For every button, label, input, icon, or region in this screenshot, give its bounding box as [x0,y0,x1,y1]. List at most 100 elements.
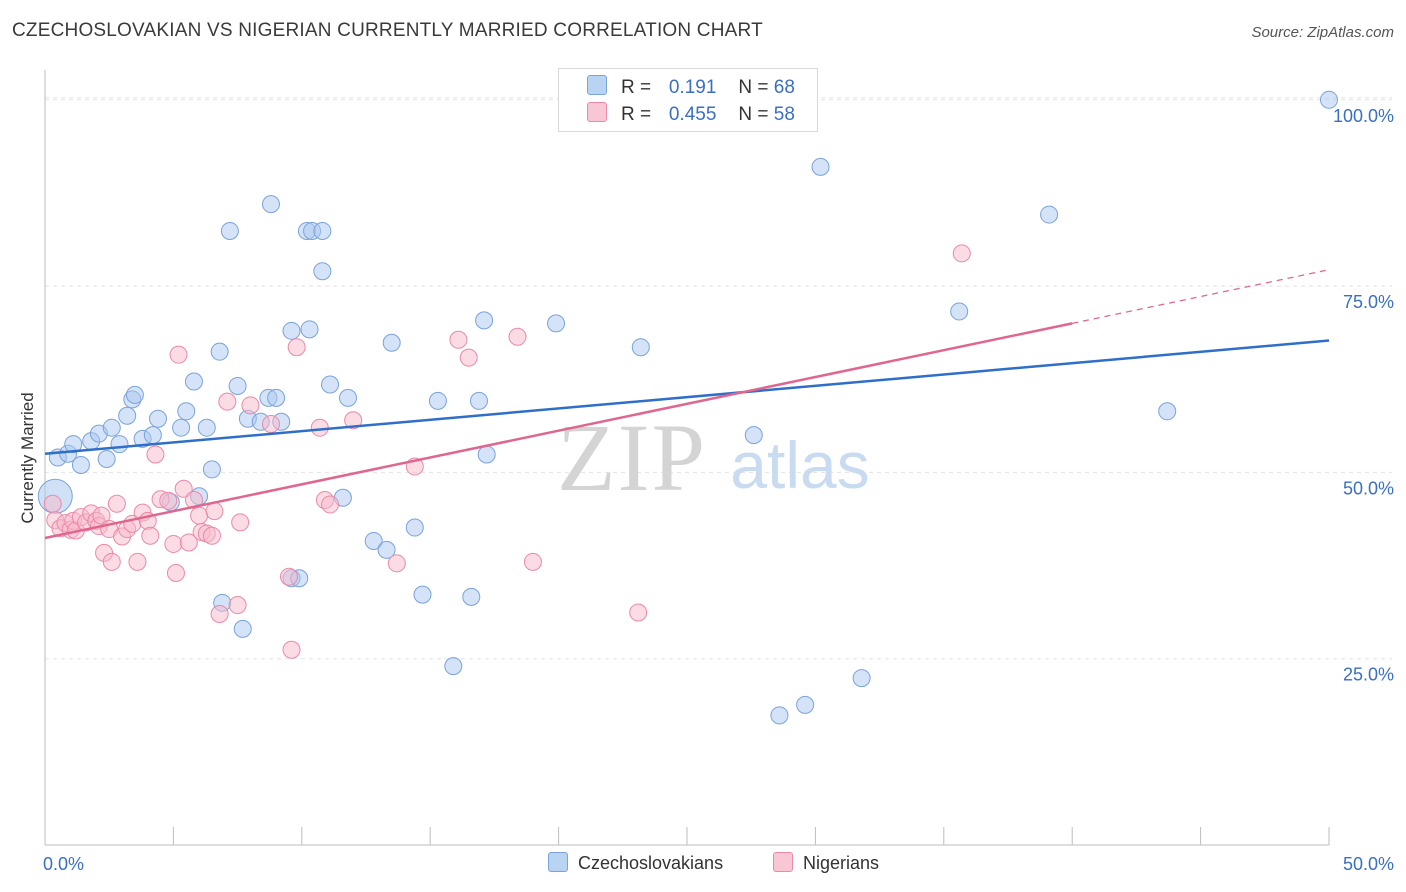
r-value: 0.191 [668,77,717,98]
legend-label: Nigerians [803,853,880,873]
nigerian-point [169,345,188,364]
czechoslovakian-point [405,518,424,537]
stats-legend-row-czechoslovakians: R = 0.191 N = 68 [587,75,795,99]
nigerian-point [508,327,527,346]
czechoslovakian-point [172,418,191,437]
nigerian-point [179,533,198,552]
nigerian-point [43,494,62,513]
nigerian-point [241,396,260,415]
czechoslovakian-point [233,619,252,638]
legend-item-czechoslovakians[interactable]: Czechoslovakians [548,852,723,874]
nigerian-trend-extension [1072,269,1330,324]
nigerian-point [282,640,301,659]
r-label: R = [621,77,652,98]
nigerian-point [202,526,221,545]
czechoslovakian-point [143,426,162,445]
czechoslovakian-point [202,460,221,479]
czechoslovakian-point [300,320,319,339]
czechoslovakian-point [282,321,301,340]
czechoslovakian-point [811,157,830,176]
czechoslovakian-point [469,391,488,410]
czechoslovakian-point [228,376,247,395]
czechoslovakian-point [364,531,383,550]
source-label: Source: ZipAtlas.com [1251,24,1394,41]
nigerian-point [205,502,224,521]
x-tick-label: 50.0% [1343,854,1394,874]
nigerian-point [449,330,468,349]
czechoslovakian-point [64,435,83,454]
nigerian-point [310,418,329,437]
czechoslovakian-point [1158,402,1177,421]
n-label: N = [738,104,769,125]
czechoslovakian-point [852,669,871,688]
czechoslovakian-point [102,418,121,437]
nigerian-point [387,554,406,573]
czechoslovakian-point [125,385,144,404]
nigerian-point [287,338,306,357]
czechoslovakian-point [744,426,763,445]
nigerian-point [102,552,121,571]
legend-label: Czechoslovakians [578,853,724,873]
r-value: 0.455 [668,104,717,125]
nigerian-point [92,506,111,525]
pink-swatch-icon [587,102,607,122]
chart-title: CZECHOSLOVAKIAN VS NIGERIAN CURRENTLY MA… [12,20,763,41]
czechoslovakian-point [313,221,332,240]
czechoslovakian-point [118,406,137,425]
czechoslovakian-point [261,195,280,214]
czechoslovakian-point [313,262,332,281]
nigerian-point [107,494,126,513]
nigerian-point [146,445,165,464]
x-tick-label: 0.0% [43,854,84,874]
n-value: 58 [773,104,795,125]
czechoslovakian-point [321,375,340,394]
nigerian-point [128,552,147,571]
stats-legend: R = 0.191 N = 68 R = 0.455 N = 58 [558,68,818,132]
czechoslovakian-point [428,391,447,410]
nigerian-point [159,491,178,510]
czechoslovakian-point [110,435,129,454]
czechoslovakian-point [197,418,216,437]
nigerian-point [228,596,247,615]
czechoslovakian-point [184,372,203,391]
nigerian-point [231,513,250,532]
nigerian-point [164,534,183,553]
czechoslovakian-point [444,657,463,676]
czechoslovakian-point [462,587,481,606]
y-tick-label: 25.0% [1343,665,1394,685]
czechoslovakian-point [220,221,239,240]
czechoslovakian-point [177,402,196,421]
blue-swatch-icon [548,852,568,872]
y-tick-label: 50.0% [1343,478,1394,498]
czechoslovakian-point [97,449,116,468]
czechoslovakian-point [796,695,815,714]
stats-legend-row-nigerians: R = 0.455 N = 58 [587,102,795,126]
nigerian-point [344,411,363,430]
czechoslovakian-point [210,342,229,361]
nigerian-point [952,244,971,263]
nigerian-point [279,567,298,586]
czechoslovakian-point [267,388,286,407]
czechoslovakian-point [547,314,566,333]
nigerian-point [261,414,280,433]
watermark-zip: ZIP [557,404,707,511]
nigerian-point [629,603,648,622]
y-axis-title: Currently Married [18,392,37,523]
nigerian-point [459,348,478,367]
czechoslovakian-point [377,540,396,559]
y-tick-label: 75.0% [1343,292,1394,312]
czechoslovakian-point [475,311,494,330]
czechoslovakian-point [1320,90,1338,109]
n-value: 68 [773,77,795,98]
legend-item-nigerians[interactable]: Nigerians [773,852,879,874]
czechoslovakian-trend-line [44,339,1330,456]
nigerian-point [523,552,542,571]
czechoslovakian-point [339,388,358,407]
nigerian-point [190,506,209,525]
nigerian-point [321,495,340,514]
czechoslovakian-point [950,302,969,321]
czechoslovakian-point [148,409,167,428]
czechoslovakian-point [71,455,90,474]
nigerian-point [141,526,160,545]
